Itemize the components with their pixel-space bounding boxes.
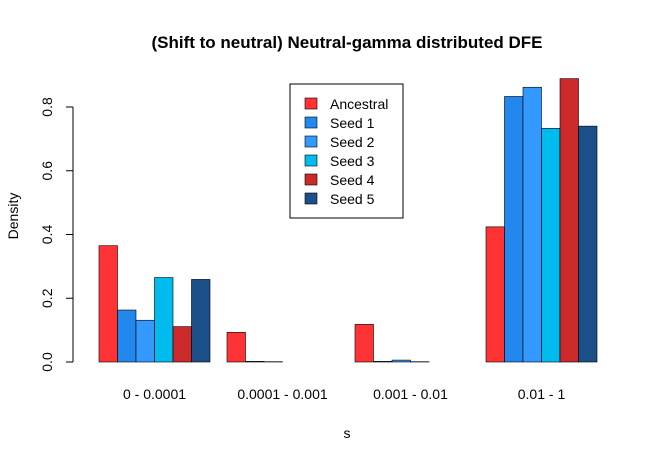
x-axis-label: s [344,425,351,441]
y-tick-label: 0.8 [39,97,55,117]
y-axis: 0.0 0.2 0.4 0.6 0.8 [39,97,74,372]
legend-swatch [304,135,318,148]
chart-title: (Shift to neutral) Neutral-gamma distrib… [151,33,542,52]
legend-label: Seed 4 [330,172,375,188]
x-tick-labels: 0 - 0.0001 0.0001 - 0.001 0.001 - 0.01 0.01… [123,386,565,402]
legend-label: Seed 3 [330,153,375,169]
bar [98,245,118,363]
bar [117,309,137,363]
bar [373,361,393,363]
y-tick-label: 0.4 [39,225,55,245]
x-tick-label: 0.0001 - 0.001 [237,386,328,402]
x-tick-label: 0.001 - 0.01 [373,386,448,402]
bar [485,226,505,363]
legend-swatch [304,154,318,167]
legend-label: Ancestral [330,96,388,112]
y-tick-label: 0.2 [39,288,55,308]
bar [135,319,155,363]
bar [578,125,598,363]
bars [98,78,598,363]
legend: Ancestral Seed 1 Seed 2 Seed 3 Seed 4 Seed 5 [289,83,404,219]
bar [541,128,561,363]
bar [191,279,211,363]
y-tick-label: 0.6 [39,161,55,181]
bar [154,277,174,363]
x-tick-label: 0.01 - 1 [518,386,566,402]
legend-swatch [304,192,318,205]
bar [226,332,246,363]
legend-swatch [304,173,318,186]
bar [559,78,579,363]
legend-label: Seed 2 [330,134,375,150]
bar [172,326,192,363]
y-tick-label: 0.0 [39,352,55,372]
legend-swatch [304,116,318,129]
bar [354,324,374,363]
x-tick-label: 0 - 0.0001 [123,386,186,402]
legend-label: Seed 1 [330,115,375,131]
bar [522,86,542,363]
bar [391,359,411,363]
legend-swatch [304,97,318,110]
bar [245,361,265,363]
bar [504,96,524,363]
legend-label: Seed 5 [330,191,375,207]
y-axis-label: Density [5,193,21,240]
